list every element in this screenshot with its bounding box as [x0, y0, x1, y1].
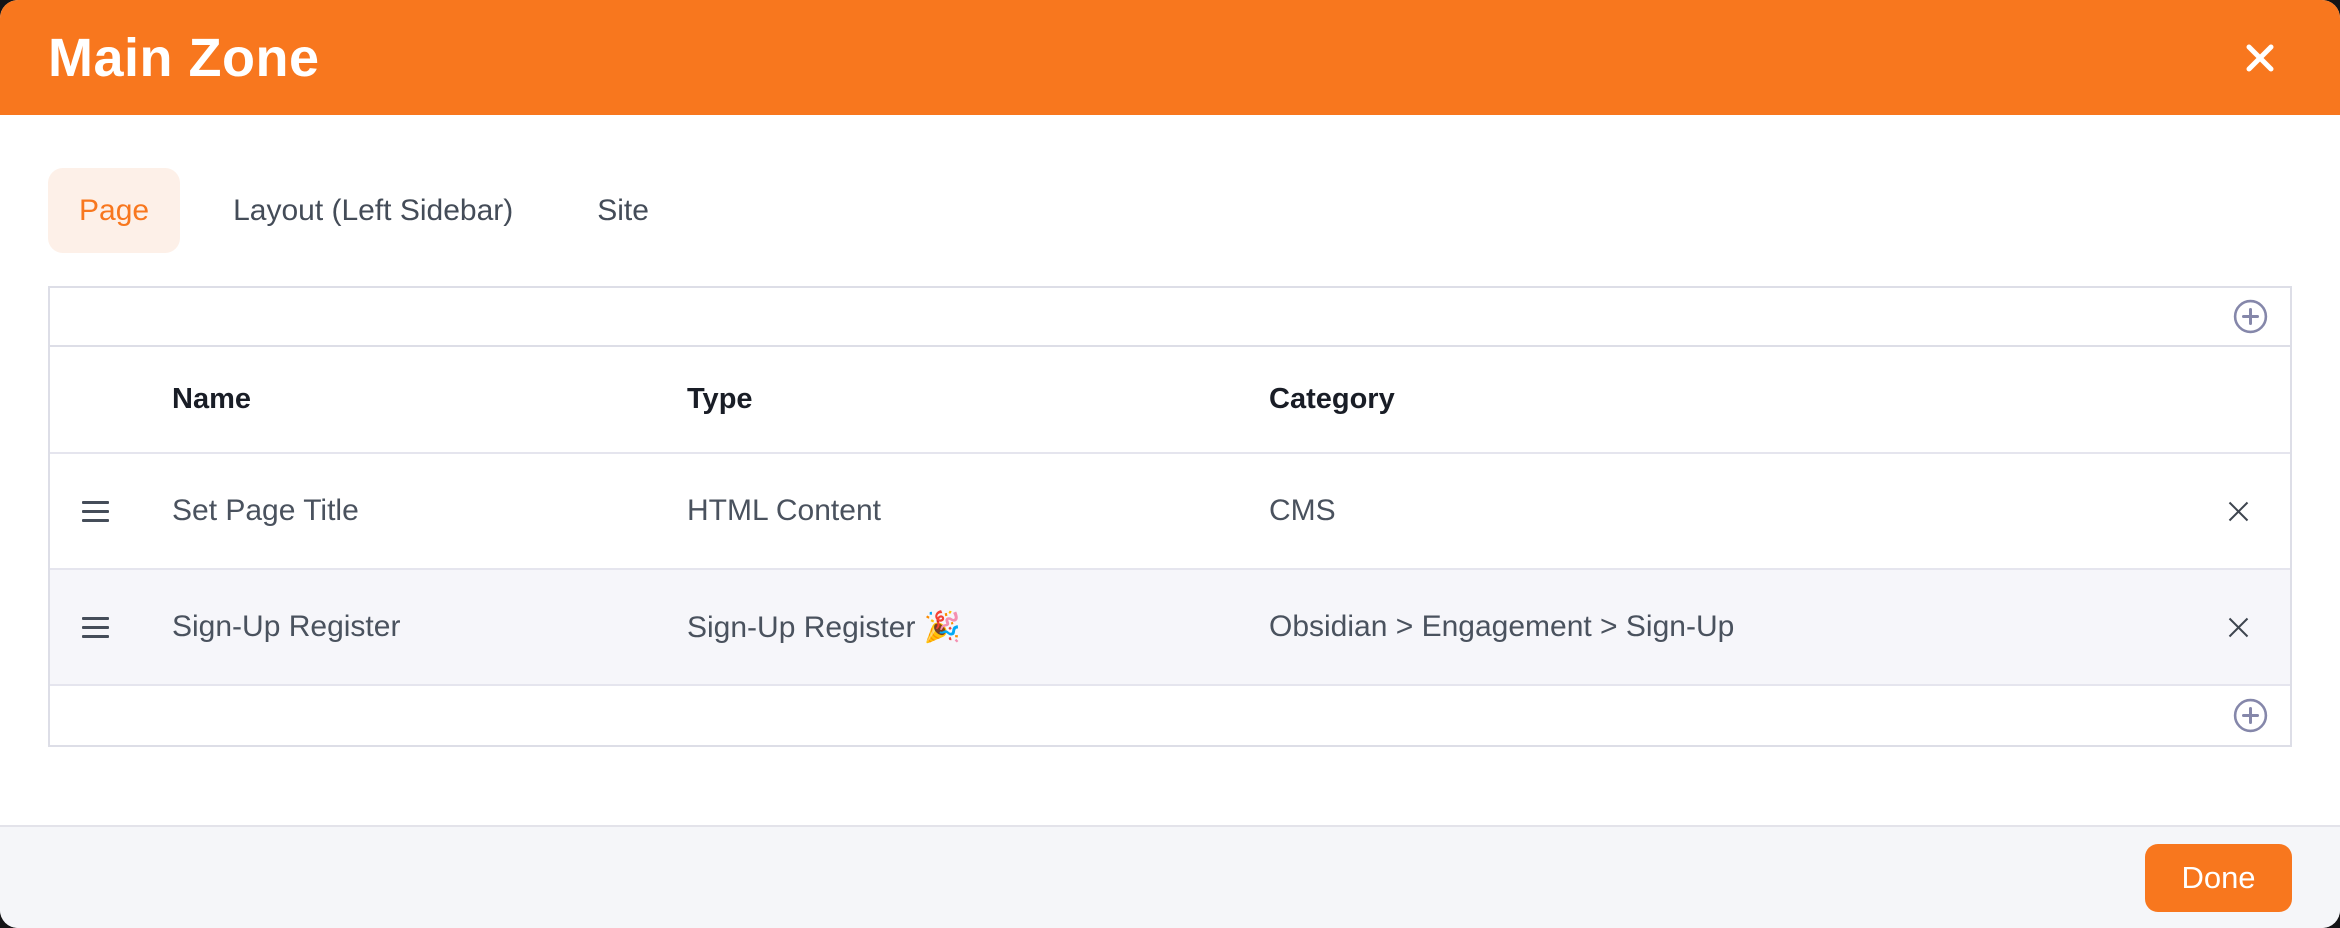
- remove-row-button[interactable]: [2214, 603, 2262, 651]
- tab-page[interactable]: Page: [48, 168, 181, 253]
- tab-site[interactable]: Site: [566, 168, 680, 253]
- circle-plus-icon: [2233, 299, 2268, 334]
- column-header-type: Type: [687, 383, 753, 415]
- cell-type: HTML Content: [687, 494, 881, 527]
- insert-row-bottom: [50, 686, 2290, 745]
- cell-category: Obsidian > Engagement > Sign-Up: [1269, 610, 1735, 643]
- cell-name: Sign-Up Register: [172, 610, 401, 643]
- modal-header: Main Zone: [0, 0, 2340, 115]
- close-icon: [2245, 43, 2275, 73]
- cell-category: CMS: [1269, 494, 1336, 527]
- insert-row-top: [50, 288, 2290, 347]
- table-header-row: Name Type Category: [50, 347, 2290, 454]
- add-widget-button-bottom[interactable]: [2230, 696, 2270, 736]
- circle-plus-icon: [2233, 698, 2268, 733]
- done-button[interactable]: Done: [2145, 843, 2292, 912]
- modal-footer: Done: [0, 825, 2340, 928]
- add-widget-button-top[interactable]: [2230, 297, 2270, 337]
- modal-content: Page Layout (Left Sidebar) Site: [0, 115, 2340, 825]
- column-header-category: Category: [1269, 383, 1395, 415]
- remove-row-button[interactable]: [2214, 487, 2262, 535]
- thin-x-icon: [2226, 499, 2251, 524]
- thin-x-icon: [2226, 615, 2251, 640]
- modal-title: Main Zone: [48, 27, 320, 88]
- tab-layout-left-sidebar[interactable]: Layout (Left Sidebar): [202, 168, 544, 253]
- drag-handle-icon[interactable]: [82, 616, 109, 638]
- cell-type: Sign-Up Register 🎉: [687, 610, 962, 644]
- widget-table: Name Type Category Set Page Title HTML C…: [48, 286, 2292, 747]
- close-button[interactable]: [2232, 30, 2288, 86]
- drag-handle-icon[interactable]: [82, 500, 109, 522]
- table-row: Set Page Title HTML Content CMS: [50, 454, 2290, 570]
- cell-name: Set Page Title: [172, 494, 359, 527]
- column-header-name: Name: [172, 383, 251, 415]
- table-row: Sign-Up Register Sign-Up Register 🎉 Obsi…: [50, 570, 2290, 686]
- tab-bar: Page Layout (Left Sidebar) Site: [48, 168, 2292, 253]
